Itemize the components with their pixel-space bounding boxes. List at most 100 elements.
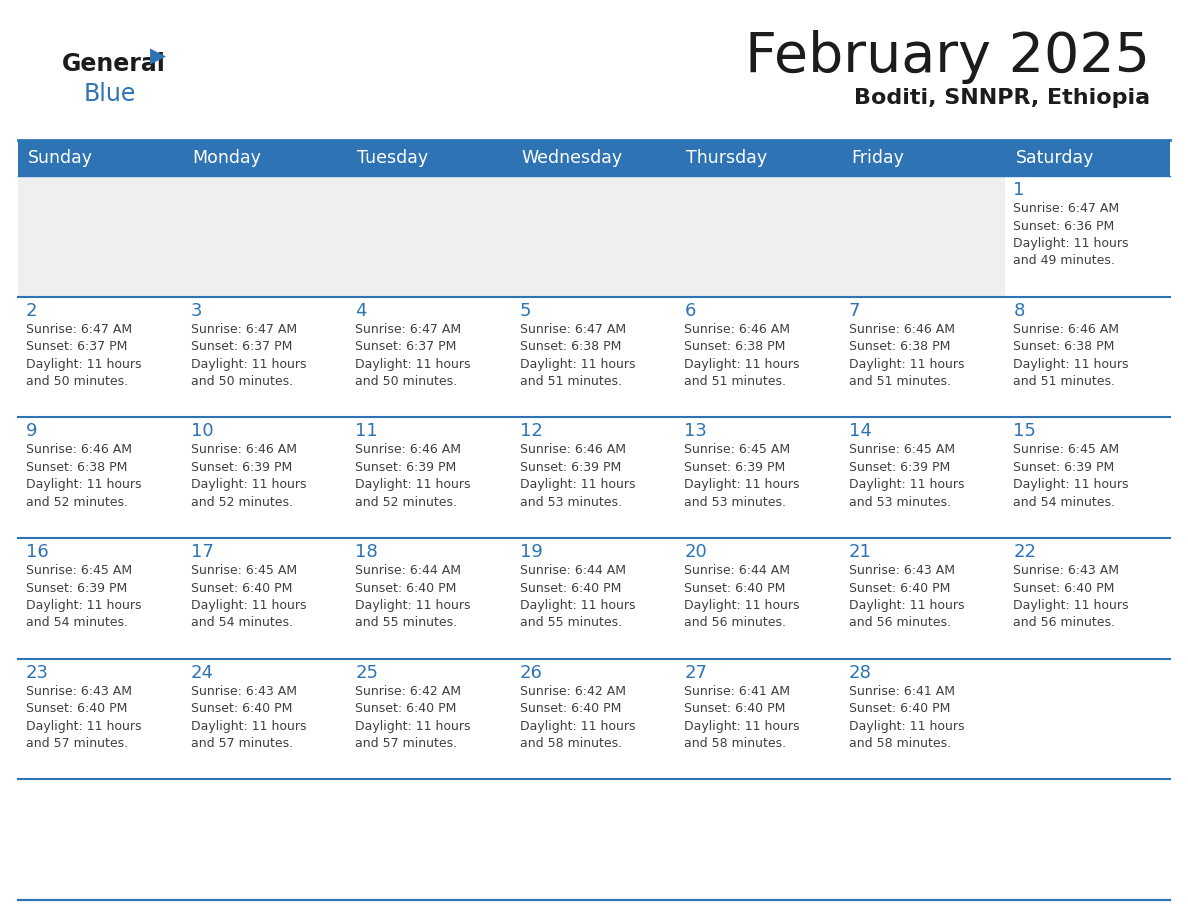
- Text: 25: 25: [355, 664, 378, 682]
- Bar: [183, 176, 347, 297]
- Text: Sunrise: 6:42 AM: Sunrise: 6:42 AM: [355, 685, 461, 698]
- Text: 24: 24: [190, 664, 214, 682]
- Text: Sunset: 6:40 PM: Sunset: 6:40 PM: [190, 581, 292, 595]
- Text: Blue: Blue: [84, 82, 137, 106]
- Text: 17: 17: [190, 543, 214, 561]
- Text: Daylight: 11 hours: Daylight: 11 hours: [190, 478, 307, 491]
- Text: and 56 minutes.: and 56 minutes.: [1013, 617, 1116, 630]
- Text: 6: 6: [684, 302, 696, 319]
- Text: Sunrise: 6:47 AM: Sunrise: 6:47 AM: [26, 322, 132, 336]
- Text: Sunset: 6:40 PM: Sunset: 6:40 PM: [849, 702, 950, 715]
- Text: Sunday: Sunday: [29, 149, 93, 167]
- Text: Sunset: 6:36 PM: Sunset: 6:36 PM: [1013, 219, 1114, 232]
- Bar: [1005, 176, 1170, 297]
- Bar: [512, 297, 676, 418]
- Text: Daylight: 11 hours: Daylight: 11 hours: [355, 358, 470, 371]
- Text: and 53 minutes.: and 53 minutes.: [849, 496, 950, 509]
- Text: and 54 minutes.: and 54 minutes.: [190, 617, 292, 630]
- Bar: [347, 418, 512, 538]
- Text: Sunset: 6:40 PM: Sunset: 6:40 PM: [1013, 581, 1114, 595]
- Text: Daylight: 11 hours: Daylight: 11 hours: [26, 358, 141, 371]
- Text: Daylight: 11 hours: Daylight: 11 hours: [190, 358, 307, 371]
- Text: 14: 14: [849, 422, 872, 441]
- Bar: [676, 418, 841, 538]
- Bar: [676, 538, 841, 659]
- Text: Sunset: 6:40 PM: Sunset: 6:40 PM: [190, 702, 292, 715]
- Bar: [676, 297, 841, 418]
- Bar: [18, 297, 183, 418]
- Text: and 58 minutes.: and 58 minutes.: [519, 737, 621, 750]
- Bar: [18, 176, 183, 297]
- Text: February 2025: February 2025: [745, 30, 1150, 84]
- Text: Sunrise: 6:47 AM: Sunrise: 6:47 AM: [519, 322, 626, 336]
- Text: 26: 26: [519, 664, 543, 682]
- Text: Sunrise: 6:44 AM: Sunrise: 6:44 AM: [684, 564, 790, 577]
- Text: Tuesday: Tuesday: [358, 149, 428, 167]
- Text: Sunset: 6:40 PM: Sunset: 6:40 PM: [849, 581, 950, 595]
- Text: 8: 8: [1013, 302, 1025, 319]
- Text: Sunrise: 6:41 AM: Sunrise: 6:41 AM: [684, 685, 790, 698]
- Text: Sunset: 6:40 PM: Sunset: 6:40 PM: [355, 581, 456, 595]
- Bar: [347, 659, 512, 779]
- Text: Sunset: 6:39 PM: Sunset: 6:39 PM: [1013, 461, 1114, 474]
- Bar: [183, 538, 347, 659]
- Text: 1: 1: [1013, 181, 1025, 199]
- Text: Sunrise: 6:47 AM: Sunrise: 6:47 AM: [1013, 202, 1119, 215]
- Text: Daylight: 11 hours: Daylight: 11 hours: [26, 720, 141, 733]
- Text: Daylight: 11 hours: Daylight: 11 hours: [190, 599, 307, 612]
- Bar: [347, 297, 512, 418]
- Text: 10: 10: [190, 422, 213, 441]
- Text: and 52 minutes.: and 52 minutes.: [190, 496, 292, 509]
- Text: and 51 minutes.: and 51 minutes.: [849, 375, 950, 388]
- Bar: [512, 779, 676, 900]
- Text: Wednesday: Wednesday: [522, 149, 623, 167]
- Bar: [512, 418, 676, 538]
- Text: Daylight: 11 hours: Daylight: 11 hours: [1013, 599, 1129, 612]
- Text: Sunrise: 6:43 AM: Sunrise: 6:43 AM: [1013, 564, 1119, 577]
- Text: Sunset: 6:40 PM: Sunset: 6:40 PM: [684, 581, 785, 595]
- Text: and 53 minutes.: and 53 minutes.: [519, 496, 621, 509]
- Bar: [841, 779, 1005, 900]
- Bar: [183, 418, 347, 538]
- Text: Sunset: 6:38 PM: Sunset: 6:38 PM: [849, 341, 950, 353]
- Text: and 56 minutes.: and 56 minutes.: [684, 617, 786, 630]
- Text: Daylight: 11 hours: Daylight: 11 hours: [519, 358, 636, 371]
- Bar: [841, 538, 1005, 659]
- Text: Sunrise: 6:45 AM: Sunrise: 6:45 AM: [684, 443, 790, 456]
- Bar: [676, 659, 841, 779]
- Text: Daylight: 11 hours: Daylight: 11 hours: [849, 358, 965, 371]
- Text: and 50 minutes.: and 50 minutes.: [190, 375, 292, 388]
- Text: Sunrise: 6:44 AM: Sunrise: 6:44 AM: [355, 564, 461, 577]
- Text: Sunset: 6:40 PM: Sunset: 6:40 PM: [519, 581, 621, 595]
- Text: 20: 20: [684, 543, 707, 561]
- Text: and 54 minutes.: and 54 minutes.: [26, 617, 128, 630]
- Bar: [841, 176, 1005, 297]
- Bar: [18, 140, 1170, 176]
- Bar: [1005, 538, 1170, 659]
- Text: Sunrise: 6:43 AM: Sunrise: 6:43 AM: [26, 685, 132, 698]
- Text: 22: 22: [1013, 543, 1036, 561]
- Text: 19: 19: [519, 543, 543, 561]
- Text: Sunrise: 6:45 AM: Sunrise: 6:45 AM: [849, 443, 955, 456]
- Bar: [183, 659, 347, 779]
- Bar: [512, 659, 676, 779]
- Text: Sunrise: 6:46 AM: Sunrise: 6:46 AM: [1013, 322, 1119, 336]
- Text: Daylight: 11 hours: Daylight: 11 hours: [849, 478, 965, 491]
- Text: Daylight: 11 hours: Daylight: 11 hours: [519, 599, 636, 612]
- Text: 7: 7: [849, 302, 860, 319]
- Bar: [18, 779, 183, 900]
- Text: Sunset: 6:37 PM: Sunset: 6:37 PM: [26, 341, 127, 353]
- Text: Daylight: 11 hours: Daylight: 11 hours: [684, 599, 800, 612]
- Text: Sunset: 6:40 PM: Sunset: 6:40 PM: [519, 702, 621, 715]
- Bar: [347, 176, 512, 297]
- Text: Sunrise: 6:46 AM: Sunrise: 6:46 AM: [849, 322, 955, 336]
- Text: Sunrise: 6:46 AM: Sunrise: 6:46 AM: [684, 322, 790, 336]
- Text: Daylight: 11 hours: Daylight: 11 hours: [849, 599, 965, 612]
- Text: and 50 minutes.: and 50 minutes.: [26, 375, 128, 388]
- Text: and 57 minutes.: and 57 minutes.: [355, 737, 457, 750]
- Text: Sunset: 6:38 PM: Sunset: 6:38 PM: [26, 461, 127, 474]
- Text: and 52 minutes.: and 52 minutes.: [26, 496, 128, 509]
- Text: 15: 15: [1013, 422, 1036, 441]
- Text: Daylight: 11 hours: Daylight: 11 hours: [26, 599, 141, 612]
- Text: 18: 18: [355, 543, 378, 561]
